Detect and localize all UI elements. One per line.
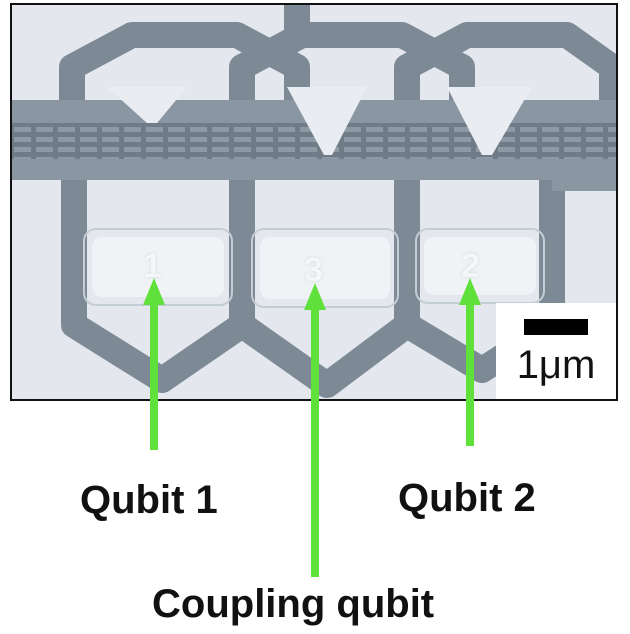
- qubit-number-2: 2: [461, 247, 480, 285]
- arrow-coupling-head: [304, 283, 326, 310]
- arrow-qubit2-head: [459, 278, 481, 305]
- label-qubit-1: Qubit 1: [80, 478, 218, 522]
- scale-bar: [524, 319, 588, 335]
- circuit-drawing: [12, 5, 616, 398]
- arrow-qubit1-shaft: [150, 300, 158, 450]
- scale-bar-label: 1μm: [516, 343, 596, 387]
- qubit-number-3: 3: [304, 251, 323, 289]
- qubit-number-1: 1: [143, 247, 162, 285]
- label-qubit-2: Qubit 2: [398, 476, 536, 520]
- arrow-qubit2-shaft: [466, 300, 474, 446]
- label-coupling-qubit: Coupling qubit: [152, 582, 435, 626]
- arrow-coupling-shaft: [311, 305, 319, 577]
- circuit-micrograph: 1 3 2 1μm: [10, 3, 618, 401]
- arrow-qubit1-head: [143, 278, 165, 305]
- scale-bar-box: 1μm: [496, 303, 616, 399]
